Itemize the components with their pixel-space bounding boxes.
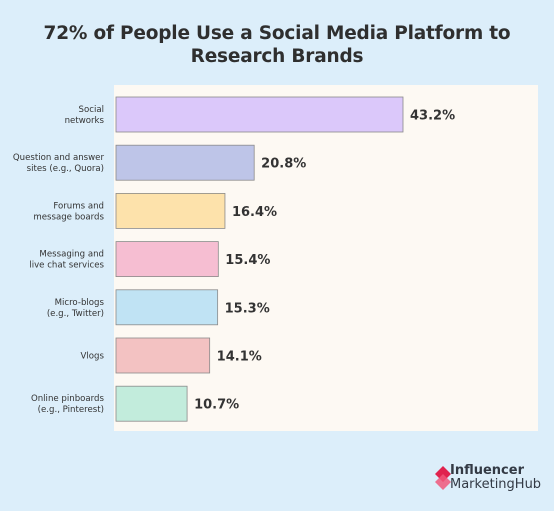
bar bbox=[115, 385, 188, 422]
category-label: Question and answer sites (e.g., Quora) bbox=[13, 153, 105, 174]
category-label: Forums and message boards bbox=[33, 201, 104, 222]
data-label: 10.7% bbox=[194, 398, 239, 413]
category-label: Social networks bbox=[65, 105, 105, 126]
brand-name-line-2: MarketingHub bbox=[450, 477, 542, 492]
bar bbox=[115, 144, 255, 181]
brand-name-line-1: Influencer bbox=[450, 463, 524, 478]
data-label: 20.8% bbox=[261, 157, 306, 172]
category-label: Messaging and live chat services bbox=[29, 250, 104, 271]
category-label-line: sites (e.g., Quora) bbox=[27, 164, 104, 174]
category-label: Online pinboards (e.g., Pinterest) bbox=[31, 394, 105, 415]
chart-title-line-2: Research Brands bbox=[190, 46, 364, 67]
chart-title: 72% of People Use a Social Media Platfor… bbox=[0, 22, 554, 68]
bar bbox=[115, 96, 404, 133]
category-label-line: Social bbox=[79, 105, 104, 115]
influencer-marketing-hub-logo-icon bbox=[435, 466, 451, 490]
category-label-line: networks bbox=[65, 116, 105, 126]
data-label: 15.4% bbox=[225, 253, 270, 268]
category-label-line: Vlogs bbox=[81, 352, 105, 362]
chart-title-line-1: 72% of People Use a Social Media Platfor… bbox=[43, 23, 511, 44]
category-label-line: Question and answer bbox=[13, 153, 105, 163]
data-label: 43.2% bbox=[410, 109, 455, 124]
category-label-line: Online pinboards bbox=[31, 394, 105, 404]
category-label-line: Messaging and bbox=[39, 250, 104, 260]
data-label: 16.4% bbox=[232, 205, 277, 220]
category-label: Micro-blogs (e.g., Twitter) bbox=[47, 298, 105, 319]
bar bbox=[115, 289, 219, 326]
data-label: 14.1% bbox=[217, 350, 262, 365]
category-label-line: message boards bbox=[33, 212, 104, 222]
bar bbox=[115, 337, 211, 374]
category-label-line: live chat services bbox=[29, 261, 104, 271]
category-label-line: Micro-blogs bbox=[55, 298, 105, 308]
category-label-line: Forums and bbox=[53, 201, 104, 211]
category-label: Vlogs bbox=[81, 352, 105, 362]
category-label-line: (e.g., Twitter) bbox=[47, 309, 104, 319]
brand-logo: Influencer MarketingHub bbox=[435, 463, 545, 493]
bar bbox=[115, 241, 219, 278]
data-label: 15.3% bbox=[225, 301, 270, 316]
category-label-line: (e.g., Pinterest) bbox=[38, 405, 104, 415]
bar bbox=[115, 192, 226, 229]
